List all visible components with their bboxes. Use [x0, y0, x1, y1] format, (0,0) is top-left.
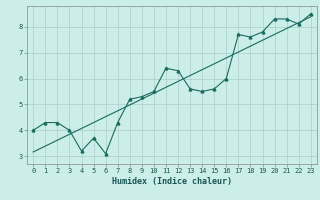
X-axis label: Humidex (Indice chaleur): Humidex (Indice chaleur) — [112, 177, 232, 186]
